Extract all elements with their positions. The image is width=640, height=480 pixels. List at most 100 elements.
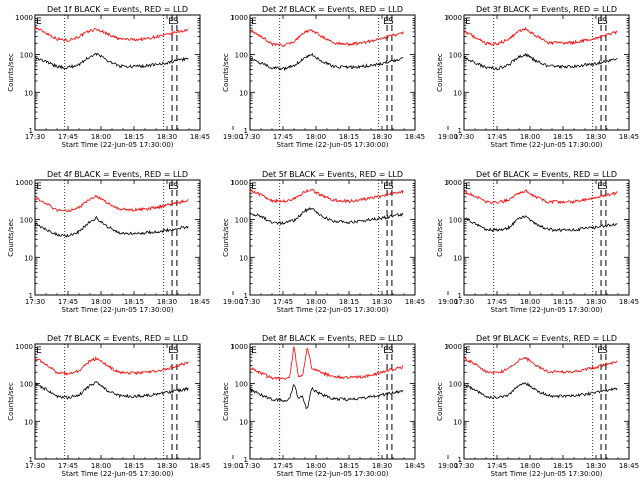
chart-title: Det 6f BLACK = Events, RED = LLD (476, 170, 617, 179)
x-tick-label: 18:45 (619, 462, 639, 470)
y-tick-label: 10 (239, 418, 248, 426)
x-tick-label: 17:30 (454, 133, 474, 141)
x-tick-label: 18:30 (586, 462, 606, 470)
marker-label-e: E (168, 346, 174, 356)
x-tick-label: 18:00 (306, 462, 326, 470)
marker-label-start: E (36, 346, 42, 356)
x-tick-label: 18:30 (586, 298, 606, 306)
series-line-lld (249, 188, 404, 204)
series-line-lld (463, 26, 618, 46)
chart-title: Det 8f BLACK = Events, RED = LLD (262, 334, 403, 343)
y-tick-label: 1000 (444, 343, 462, 351)
marker-label-start: E (465, 182, 471, 192)
y-tick-label: 1000 (444, 179, 462, 187)
y-axis-label: Counts/sec (7, 382, 15, 421)
series-line-events (463, 381, 618, 400)
series-line-lld (463, 356, 618, 375)
x-tick-label: 17:45 (58, 462, 78, 470)
x-tick-label: 17:45 (273, 133, 293, 141)
marker-label-e: E (597, 17, 603, 27)
x-tick-label: 18:15 (553, 133, 573, 141)
x-tick-label: 18:45 (405, 462, 425, 470)
y-tick-label: 1000 (230, 14, 248, 22)
x-tick-label: 17:30 (454, 298, 474, 306)
series-line-events (463, 52, 618, 71)
x-axis-label: Start Time (22-Jun-05 17:30:00) (277, 306, 389, 314)
x-tick-label: 17:30 (454, 462, 474, 470)
x-axis-label: Start Time (22-Jun-05 17:30:00) (277, 141, 389, 149)
x-tick-label: 18:30 (157, 462, 177, 470)
chart-title: Det 4f BLACK = Events, RED = LLD (47, 170, 188, 179)
series-line-lld (34, 194, 189, 213)
y-tick-label: 100 (449, 381, 462, 389)
plot-frame (463, 179, 630, 296)
y-tick-label: 1 (458, 127, 462, 135)
x-axis-label: Start Time (22-Jun-05 17:30:00) (62, 141, 174, 149)
chart-panel-7: Det 7f BLACK = Events, RED = LLD 1 10 100 10… (7, 334, 243, 478)
x-tick-label: 17:45 (487, 298, 507, 306)
chart-title: Det 2f BLACK = Events, RED = LLD (262, 5, 403, 14)
y-axis-label: Counts/sec (436, 53, 444, 92)
y-tick-label: 10 (453, 418, 462, 426)
plot-frame (249, 343, 416, 460)
x-tick-label: 18:15 (124, 298, 144, 306)
plot-frame (249, 14, 416, 131)
x-axis-label: Start Time (22-Jun-05 17:30:00) (491, 141, 603, 149)
y-tick-label: 10 (24, 89, 33, 97)
x-tick-label: 17:30 (25, 462, 45, 470)
marker-label-s: S (173, 346, 179, 356)
series-line-lld (249, 346, 404, 381)
x-tick-label: 18:00 (306, 298, 326, 306)
y-tick-label: 1 (29, 292, 33, 300)
marker-label-start: E (36, 182, 42, 192)
x-tick-label: 18:00 (91, 462, 111, 470)
y-tick-label: 1000 (230, 343, 248, 351)
x-tick-label: 18:00 (91, 298, 111, 306)
plot-frame (34, 343, 201, 460)
x-tick-label: 18:30 (586, 133, 606, 141)
plot-frame (463, 343, 630, 460)
y-tick-label: 100 (235, 381, 248, 389)
y-tick-label: 1000 (230, 179, 248, 187)
marker-label-start: E (251, 17, 257, 27)
x-tick-label: 17:30 (25, 133, 45, 141)
plot-frame (249, 179, 416, 296)
x-tick-label: 18:15 (339, 133, 359, 141)
x-tick-label: 17:45 (273, 462, 293, 470)
y-tick-label: 1000 (15, 14, 33, 22)
series-line-events (34, 52, 189, 70)
y-axis-label: Counts/sec (436, 382, 444, 421)
y-tick-label: 10 (239, 89, 248, 97)
chart-title: Det 5f BLACK = Events, RED = LLD (262, 170, 403, 179)
series-line-events (34, 381, 189, 400)
y-tick-label: 1 (244, 456, 248, 464)
marker-label-e: E (168, 17, 174, 27)
x-tick-label: 18:30 (372, 133, 392, 141)
series-line-events (249, 52, 404, 72)
x-tick-label: 18:00 (520, 133, 540, 141)
x-tick-label: 18:15 (339, 462, 359, 470)
x-tick-label: 18:45 (619, 298, 639, 306)
marker-label-s: S (388, 17, 394, 27)
y-tick-label: 1000 (444, 14, 462, 22)
chart-title: Det 1f BLACK = Events, RED = LLD (47, 5, 188, 14)
y-tick-label: 100 (20, 381, 33, 389)
x-tick-label: 17:30 (25, 298, 45, 306)
series-line-lld (34, 355, 189, 377)
marker-label-start: E (251, 182, 257, 192)
y-tick-label: 10 (239, 254, 248, 262)
y-tick-label: 100 (235, 52, 248, 60)
marker-label-e: E (597, 182, 603, 192)
x-tick-label: 17:45 (58, 298, 78, 306)
marker-label-s: S (602, 182, 608, 192)
x-tick-label: 17:30 (240, 133, 260, 141)
marker-label-start: E (465, 346, 471, 356)
chart-panel-9: Det 9f BLACK = Events, RED = LLD 1 10 100 10… (436, 334, 639, 478)
y-axis-label: Counts/sec (7, 53, 15, 92)
x-tick-label: 17:30 (240, 298, 260, 306)
x-tick-label: 19:00 (223, 462, 243, 470)
x-tick-label: 18:00 (91, 133, 111, 141)
series-line-events (249, 383, 404, 410)
marker-label-s: S (173, 17, 179, 27)
series-line-events (249, 207, 404, 226)
